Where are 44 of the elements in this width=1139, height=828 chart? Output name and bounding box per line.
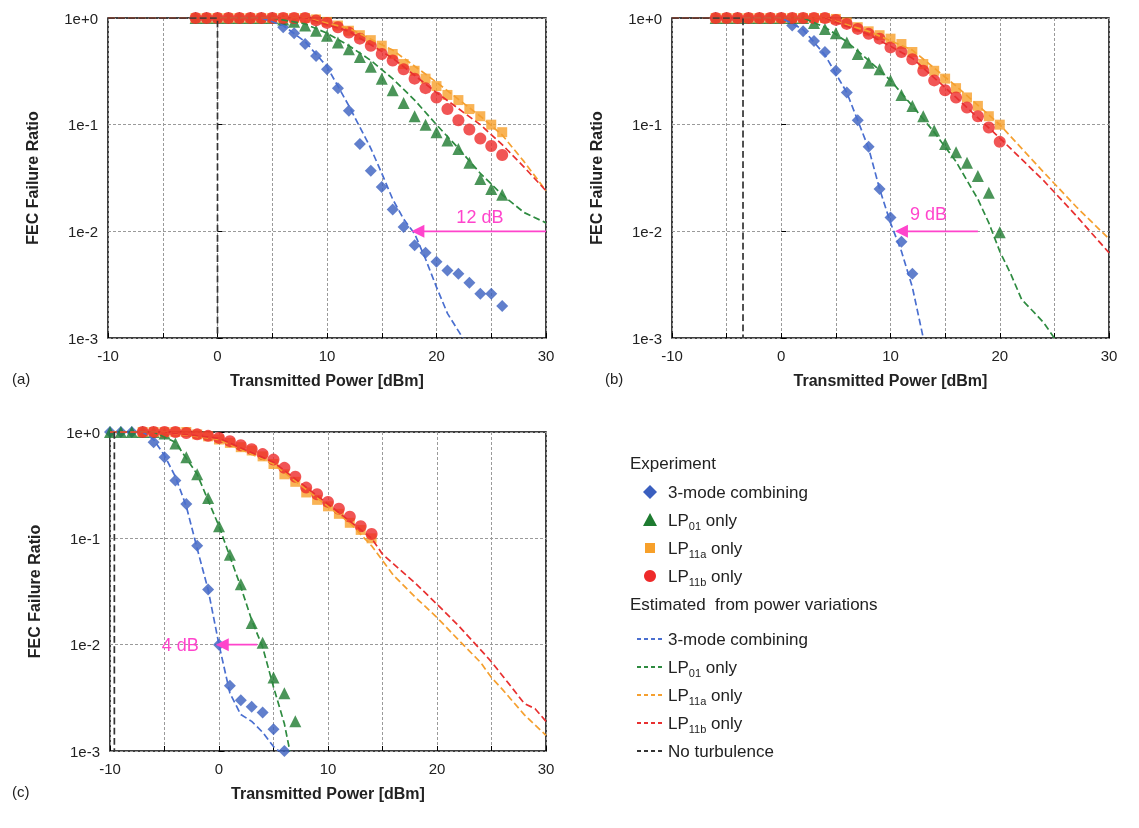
x-tick-label: -10 bbox=[99, 760, 121, 777]
x-tick-label: 0 bbox=[777, 347, 786, 364]
x-axis-title: Transmitted Power [dBm] bbox=[231, 784, 425, 802]
x-tick-label: 20 bbox=[428, 347, 445, 364]
legend-label: No turbulence bbox=[668, 741, 774, 761]
x-tick-label: 10 bbox=[318, 347, 336, 364]
y-tick-label: 1e-3 bbox=[69, 742, 100, 760]
y-axis-title: FEC Failure Ratio bbox=[25, 524, 43, 659]
y-tick-label: 1e-3 bbox=[67, 329, 98, 347]
x-axis-title: Transmitted Power [dBm] bbox=[793, 371, 988, 389]
x-tick-label: 10 bbox=[319, 760, 337, 777]
x-tick-label: 20 bbox=[428, 760, 446, 777]
x-tick-label: 30 bbox=[537, 347, 555, 364]
y-axis-title: FEC Failure Ratio bbox=[23, 111, 41, 245]
y-tick-label: 1e-1 bbox=[69, 529, 100, 547]
y-tick-label: 1e+0 bbox=[64, 9, 98, 27]
y-tick-label: 1e-3 bbox=[631, 329, 662, 347]
text: Estimated from power variations bbox=[630, 594, 878, 614]
text: (c) bbox=[12, 782, 30, 800]
x-tick-label: 0 bbox=[214, 760, 224, 777]
y-tick-label: 1e-1 bbox=[631, 116, 662, 134]
y-axis-title: FEC Failure Ratio bbox=[587, 111, 605, 245]
text: (b) bbox=[605, 369, 624, 387]
x-tick-label: -10 bbox=[661, 347, 683, 364]
y-tick-label: 1e-1 bbox=[67, 116, 98, 134]
x-tick-label: 0 bbox=[213, 347, 222, 364]
x-tick-label: 20 bbox=[991, 347, 1009, 364]
y-tick-label: 1e-2 bbox=[631, 222, 662, 240]
annotation: 9 dB bbox=[909, 204, 947, 225]
annotation: 4 dB bbox=[161, 634, 199, 655]
x-tick-label: -10 bbox=[97, 347, 119, 364]
legend-label: 3-mode combining bbox=[668, 629, 808, 649]
y-tick-label: 1e-2 bbox=[69, 636, 100, 654]
x-tick-label: 30 bbox=[537, 760, 555, 777]
text: (a) bbox=[12, 369, 31, 387]
legend-title: Experiment bbox=[630, 453, 717, 473]
x-tick-label: 30 bbox=[1100, 347, 1118, 364]
y-tick-label: 1e+0 bbox=[628, 9, 662, 27]
y-tick-label: 1e-2 bbox=[67, 222, 98, 240]
x-axis-title: Transmitted Power [dBm] bbox=[230, 371, 424, 389]
annotation: 12 dB bbox=[456, 207, 504, 228]
legend-label: 3-mode combining bbox=[668, 482, 808, 502]
y-tick-label: 1e+0 bbox=[66, 423, 100, 441]
x-tick-label: 10 bbox=[882, 347, 899, 364]
